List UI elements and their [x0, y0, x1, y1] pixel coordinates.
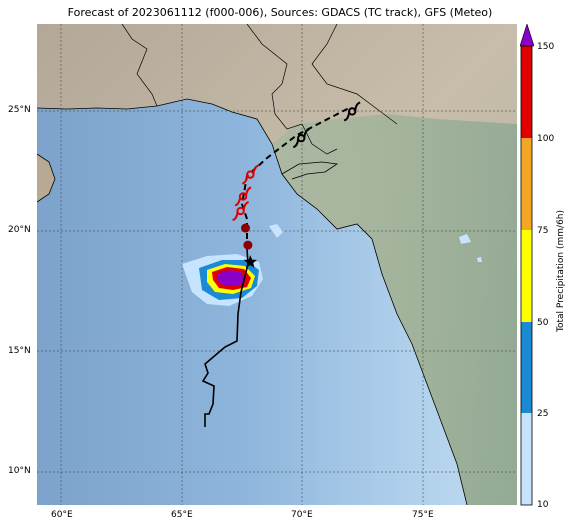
coastline-oman	[37, 153, 56, 203]
coastline	[37, 98, 468, 505]
track-cyclone-marker	[343, 101, 361, 122]
track-cyclone-marker	[232, 201, 249, 222]
forecast-map	[37, 24, 517, 505]
track-cyclone-marker	[234, 186, 252, 207]
country-border	[121, 24, 158, 107]
lon-tick-label: 70°E	[291, 510, 313, 520]
precip-colorbar	[520, 24, 534, 506]
track-cyclone-marker	[292, 128, 310, 149]
colorbar-tick: 25	[537, 409, 549, 419]
track-circle-marker	[240, 223, 250, 233]
country-border	[246, 24, 338, 155]
lon-tick-label: 65°E	[171, 510, 193, 520]
lon-tick-label: 60°E	[51, 510, 73, 520]
colorbar-bin	[521, 322, 532, 413]
colorbar-tick: 10	[537, 500, 549, 510]
colorbar-extend-arrow	[520, 24, 534, 47]
colorbar-tick: 75	[537, 226, 549, 236]
coastline-kutch	[281, 161, 339, 180]
colorbar-tick: 150	[537, 42, 555, 52]
lat-tick-label: 15°N	[8, 346, 31, 356]
country-border	[311, 24, 398, 125]
track-symbols	[232, 101, 361, 268]
colorbar-bin	[521, 413, 532, 505]
track-circle-marker	[243, 240, 253, 250]
colorbar-tick: 50	[537, 318, 549, 328]
lat-tick-label: 10°N	[8, 466, 31, 476]
lat-tick-label: 25°N	[8, 105, 31, 115]
graticule	[37, 24, 517, 505]
land-india	[272, 114, 517, 505]
observed-track	[201, 248, 249, 427]
map-title: Forecast of 2023061112 (f000-006), Sourc…	[67, 6, 493, 19]
colorbar-label: Total Precipitation (mm/6h)	[556, 209, 566, 332]
forecast-track	[240, 107, 350, 249]
lon-tick-label: 75°E	[412, 510, 434, 520]
colorbar-bin	[521, 230, 532, 322]
track-cyclone-marker	[242, 164, 259, 185]
colorbar-bin	[521, 46, 532, 138]
colorbar-bin	[521, 138, 532, 230]
colorbar-tick: 100	[537, 134, 555, 144]
lat-tick-label: 20°N	[8, 225, 31, 235]
track-star-marker	[243, 255, 257, 268]
